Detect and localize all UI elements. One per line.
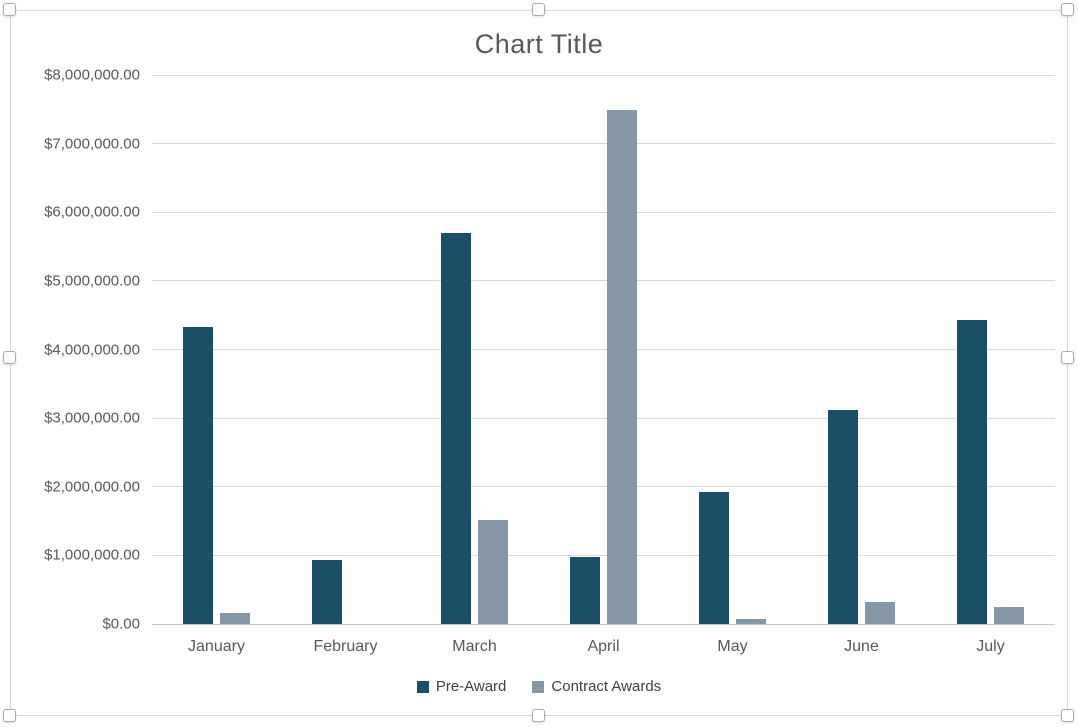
y-tick-label: $1,000,000.00	[44, 546, 140, 564]
legend[interactable]: Pre-Award Contract Awards	[0, 678, 1078, 695]
legend-label-pre-award: Pre-Award	[435, 678, 507, 695]
y-tick-label: $5,000,000.00	[44, 272, 140, 290]
chart-title[interactable]: Chart Title	[474, 29, 604, 59]
y-tick-label: $8,000,000.00	[44, 66, 140, 84]
x-tick-label-april: April	[587, 638, 620, 655]
y-tick-label: $0.00	[102, 615, 140, 633]
bar-contract-awards-july[interactable]	[994, 607, 1024, 624]
bar-contract-awards-march[interactable]	[478, 520, 508, 624]
bars-row	[152, 75, 1055, 624]
y-tick-label: $4,000,000.00	[44, 341, 140, 358]
gridline	[152, 143, 1055, 145]
x-tick-label-july: July	[976, 638, 1005, 655]
x-tick-label-march: March	[452, 638, 497, 655]
bar-pre-award-january[interactable]	[183, 327, 213, 624]
bar-group-june	[797, 75, 926, 624]
gridline	[152, 486, 1055, 488]
x-tick-label-february: February	[313, 638, 378, 655]
x-tick-label-may: May	[717, 638, 748, 655]
bar-group-march	[410, 75, 539, 624]
resize-handle-middle-left[interactable]	[3, 351, 16, 364]
bar-group-january	[152, 75, 281, 624]
bar-contract-awards-june[interactable]	[865, 602, 895, 624]
legend-swatch-pre-award-icon	[416, 680, 429, 693]
bar-contract-awards-april[interactable]	[607, 110, 637, 624]
bar-pre-award-march[interactable]	[441, 233, 471, 624]
y-tick-label: $3,000,000.00	[44, 409, 140, 427]
resize-handle-bottom-right[interactable]	[1061, 709, 1074, 722]
gridline	[152, 417, 1055, 419]
y-tick-label: $2,000,000.00	[44, 478, 140, 496]
resize-handle-middle-right[interactable]	[1061, 351, 1074, 364]
legend-item-contract-awards[interactable]: Contract Awards	[532, 678, 661, 695]
legend-label-contract-awards: Contract Awards	[551, 678, 662, 695]
gridline	[152, 211, 1055, 213]
gridline	[152, 280, 1055, 282]
bar-group-july	[926, 75, 1055, 624]
bar-pre-award-april[interactable]	[570, 557, 600, 624]
bar-pre-award-february[interactable]	[312, 560, 342, 624]
gridline	[152, 74, 1055, 76]
bar-contract-awards-january[interactable]	[220, 613, 250, 624]
bar-contract-awards-may[interactable]	[736, 619, 766, 624]
x-axis[interactable]: January February March April May June July	[152, 638, 1055, 656]
resize-handle-top-left[interactable]	[3, 3, 16, 16]
y-axis[interactable]: $0.00 $1,000,000.00 $2,000,000.00 $3,000,00…	[10, 67, 140, 633]
x-tick-label-january: January	[188, 638, 245, 655]
bar-group-april	[539, 75, 668, 624]
x-tick-label-june: June	[844, 638, 879, 655]
legend-item-pre-award[interactable]: Pre-Award	[416, 678, 507, 695]
bar-group-february	[281, 75, 410, 624]
y-tick-label: $7,000,000.00	[44, 135, 140, 153]
bar-pre-award-may[interactable]	[699, 492, 729, 624]
resize-handle-bottom-left[interactable]	[3, 709, 16, 722]
legend-swatch-contract-awards-icon	[532, 680, 545, 693]
bar-group-may	[668, 75, 797, 624]
resize-handle-bottom-center[interactable]	[532, 709, 545, 722]
resize-handle-top-right[interactable]	[1061, 3, 1074, 16]
plot-area[interactable]	[152, 74, 1055, 625]
y-tick-label: $6,000,000.00	[44, 203, 140, 221]
bar-pre-award-july[interactable]	[957, 320, 987, 624]
gridline	[152, 623, 1055, 625]
gridline	[152, 349, 1055, 350]
gridline	[152, 554, 1055, 556]
bar-pre-award-june[interactable]	[828, 410, 858, 624]
resize-handle-top-center[interactable]	[532, 3, 545, 16]
